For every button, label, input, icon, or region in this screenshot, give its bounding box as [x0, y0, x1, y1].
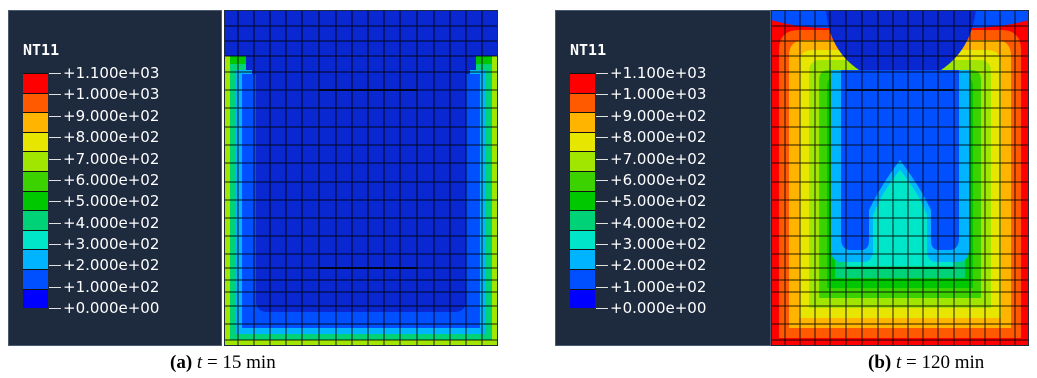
legend-tick — [49, 73, 61, 74]
caption-value: = 15 min — [202, 352, 276, 373]
legend-label: +0.000e+00 — [610, 299, 707, 318]
legend-label: +5.000e+02 — [610, 192, 707, 211]
legend-label: +1.000e+02 — [63, 277, 160, 296]
legend-swatch — [570, 249, 595, 269]
legend-swatch — [23, 269, 48, 289]
legend-swatch — [23, 73, 48, 93]
panel-b: NT11 +1.100e+03 +1.000e+03 +9.000e+02 +8.00… — [555, 10, 1029, 346]
mesh-grid — [771, 10, 1029, 346]
temperature-contour-plot-b — [771, 10, 1029, 346]
legend-swatch — [23, 210, 48, 230]
legend-tick — [49, 94, 61, 96]
legend-swatch — [570, 112, 595, 132]
legend-label: +8.000e+02 — [63, 128, 160, 147]
legend-label: +9.000e+02 — [610, 106, 707, 125]
legend-tick — [49, 244, 61, 246]
caption-a: (a) t = 15 min — [170, 352, 276, 374]
legend-label: +2.000e+02 — [63, 256, 160, 275]
panel-a: NT11 +1.100e+03 +1.000e+03 +9.000e+02 +8.00… — [8, 10, 498, 346]
legend-swatch — [570, 269, 595, 289]
legend-label: +4.000e+02 — [610, 213, 707, 232]
legend-tick — [596, 265, 608, 267]
caption-value: = 120 min — [901, 352, 985, 373]
legend-tick — [596, 308, 608, 310]
legend-tick — [596, 115, 608, 117]
legend-swatch — [570, 210, 595, 230]
legend-swatch — [570, 171, 595, 191]
legend-tick — [596, 244, 608, 246]
legend-label: +0.000e+00 — [63, 299, 160, 318]
legend-label: +1.000e+03 — [610, 85, 707, 104]
legend-tick — [596, 137, 608, 139]
legend-label: +9.000e+02 — [63, 106, 160, 125]
legend-swatch — [23, 229, 48, 250]
legend-label: +7.000e+02 — [610, 149, 707, 168]
legend-a: NT11 +1.100e+03 +1.000e+03 +9.000e+02 +8.00… — [8, 10, 222, 346]
legend-tick — [49, 222, 61, 224]
legend-label: +5.000e+02 — [63, 192, 160, 211]
legend-title: NT11 — [570, 41, 607, 59]
legend-label: +4.000e+02 — [63, 213, 160, 232]
legend-label: +1.000e+02 — [610, 277, 707, 296]
legend-swatch — [570, 288, 595, 309]
legend-tick — [596, 201, 608, 203]
caption-b: (b) t = 120 min — [868, 352, 984, 374]
caption-letter: (a) — [170, 352, 193, 373]
legend-tick — [596, 158, 608, 160]
legend-tick — [49, 201, 61, 203]
legend-tick — [596, 179, 608, 181]
legend-label: +3.000e+02 — [63, 235, 160, 254]
legend-swatch — [570, 151, 595, 171]
legend-swatch — [23, 131, 48, 152]
legend-swatch — [570, 229, 595, 250]
legend-title: NT11 — [23, 41, 60, 59]
legend-b: NT11 +1.100e+03 +1.000e+03 +9.000e+02 +8.00… — [555, 10, 771, 346]
legend-tick — [49, 286, 61, 288]
legend-tick — [596, 286, 608, 288]
caption-letter: (b) — [868, 352, 892, 373]
legend-label: +1.100e+03 — [610, 64, 707, 82]
legend-swatch — [23, 288, 48, 309]
legend-tick — [49, 115, 61, 117]
legend-label: +7.000e+02 — [63, 149, 160, 168]
legend-label: +1.000e+03 — [63, 85, 160, 104]
legend-label: +2.000e+02 — [610, 256, 707, 275]
legend-swatch — [23, 190, 48, 211]
legend-swatch — [570, 190, 595, 211]
legend-tick — [596, 222, 608, 224]
legend-tick — [49, 179, 61, 181]
legend-label: +6.000e+02 — [63, 170, 160, 189]
caption-variable: t — [196, 352, 203, 373]
legend-tick — [596, 73, 608, 74]
legend-label: +8.000e+02 — [610, 128, 707, 147]
legend-label: +6.000e+02 — [610, 170, 707, 189]
legend-tick — [49, 308, 61, 310]
legend-swatch — [23, 92, 48, 113]
legend-tick — [596, 94, 608, 96]
legend-label: +3.000e+02 — [610, 235, 707, 254]
legend-swatch — [23, 112, 48, 132]
legend-label: +1.100e+03 — [63, 64, 160, 82]
temperature-contour-plot-a — [224, 10, 498, 346]
legend-swatch — [23, 249, 48, 269]
legend-swatch — [23, 171, 48, 191]
mesh-grid — [224, 10, 498, 346]
legend-swatch — [570, 73, 595, 93]
legend-tick — [49, 265, 61, 267]
legend-tick — [49, 158, 61, 160]
legend-swatch — [570, 92, 595, 113]
legend-swatch — [570, 131, 595, 152]
legend-swatch — [23, 151, 48, 171]
legend-tick — [49, 137, 61, 139]
caption-variable: t — [895, 352, 902, 373]
